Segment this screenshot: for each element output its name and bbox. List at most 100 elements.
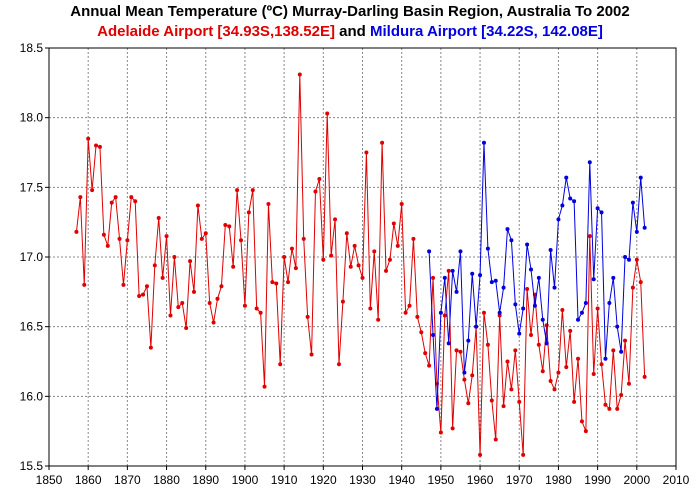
- data-point: [78, 195, 83, 200]
- subtitle-mildura: Mildura Airport [34.22S, 142.08E]: [370, 23, 603, 40]
- data-point: [74, 229, 79, 234]
- series-line: [75, 74, 646, 455]
- data-point: [278, 362, 283, 367]
- data-point: [548, 379, 553, 384]
- data-point: [215, 296, 220, 301]
- data-point: [458, 349, 463, 354]
- data-point: [336, 362, 341, 367]
- data-point: [599, 210, 604, 215]
- data-point: [231, 264, 236, 269]
- data-point: [493, 278, 498, 283]
- data-point: [599, 362, 604, 367]
- data-point: [235, 188, 240, 193]
- data-point: [540, 317, 545, 322]
- data-point: [493, 437, 498, 442]
- data-point: [286, 280, 291, 285]
- data-point: [603, 402, 608, 407]
- data-point: [90, 188, 95, 193]
- data-point: [129, 195, 134, 200]
- series-mildura: [427, 140, 647, 411]
- x-tick-label: 1880: [153, 473, 180, 487]
- data-point: [141, 292, 146, 297]
- data-point: [133, 199, 138, 204]
- data-point: [109, 200, 114, 205]
- data-point: [572, 199, 577, 204]
- x-tick-label: 1940: [388, 473, 415, 487]
- data-point: [509, 387, 514, 392]
- subtitle-adelaide: Adelaide Airport [34.93S,138.52E]: [97, 23, 335, 40]
- data-point: [387, 257, 392, 262]
- data-point: [101, 232, 106, 237]
- data-point: [105, 243, 110, 248]
- data-point: [144, 284, 149, 289]
- data-point: [94, 143, 99, 148]
- data-point: [321, 257, 326, 262]
- grid-lines: [49, 48, 676, 466]
- subtitle-connector: and: [335, 23, 371, 40]
- data-point: [568, 328, 573, 333]
- data-point: [415, 314, 420, 319]
- data-point: [540, 369, 545, 374]
- data-point: [407, 303, 412, 308]
- x-tick-label: 1960: [467, 473, 494, 487]
- data-point: [626, 381, 631, 386]
- x-tick-label: 1970: [506, 473, 533, 487]
- data-point: [242, 303, 247, 308]
- data-point: [137, 294, 142, 299]
- data-point: [517, 399, 522, 404]
- data-point: [583, 429, 588, 434]
- data-point: [454, 289, 459, 294]
- data-point: [619, 349, 624, 354]
- data-point: [525, 287, 530, 292]
- data-point: [552, 387, 557, 392]
- data-point: [458, 249, 463, 254]
- data-point: [497, 313, 502, 318]
- data-point: [544, 323, 549, 328]
- data-point: [642, 374, 647, 379]
- data-point: [501, 285, 506, 290]
- x-tick-label: 1920: [310, 473, 337, 487]
- data-point: [466, 401, 471, 406]
- data-point: [438, 310, 443, 315]
- data-point: [489, 280, 494, 285]
- data-point: [556, 217, 561, 222]
- data-point: [384, 268, 389, 273]
- data-point: [630, 285, 635, 290]
- data-point: [199, 236, 204, 241]
- data-point: [438, 430, 443, 435]
- data-point: [344, 231, 349, 236]
- y-tick-label: 17.0: [20, 250, 44, 264]
- data-point: [517, 331, 522, 336]
- data-point: [317, 176, 322, 181]
- y-tick-label: 16.0: [20, 389, 44, 403]
- data-point: [607, 406, 612, 411]
- data-point: [623, 338, 628, 343]
- data-point: [391, 221, 396, 226]
- data-point: [591, 372, 596, 377]
- series-line: [428, 142, 646, 409]
- data-point: [462, 370, 467, 375]
- data-point: [246, 210, 251, 215]
- data-point: [591, 277, 596, 282]
- data-point: [446, 341, 451, 346]
- data-point: [568, 196, 573, 201]
- data-point: [638, 175, 643, 180]
- x-tick-label: 1870: [114, 473, 141, 487]
- data-point: [160, 275, 165, 280]
- data-point: [348, 264, 353, 269]
- data-point: [427, 363, 432, 368]
- data-point: [113, 195, 118, 200]
- data-point: [505, 227, 510, 232]
- x-tick-label: 1950: [428, 473, 455, 487]
- data-point: [376, 317, 381, 322]
- x-tick-label: 1930: [349, 473, 376, 487]
- data-point: [250, 188, 255, 193]
- data-point: [634, 229, 639, 234]
- data-point: [239, 238, 244, 243]
- data-point: [266, 202, 271, 207]
- y-axis: 15.5 16.0 16.5 17.0 17.5 18.0 18.5: [20, 41, 49, 473]
- data-point: [595, 206, 600, 211]
- data-point: [481, 310, 486, 315]
- y-tick-label: 16.5: [20, 320, 44, 334]
